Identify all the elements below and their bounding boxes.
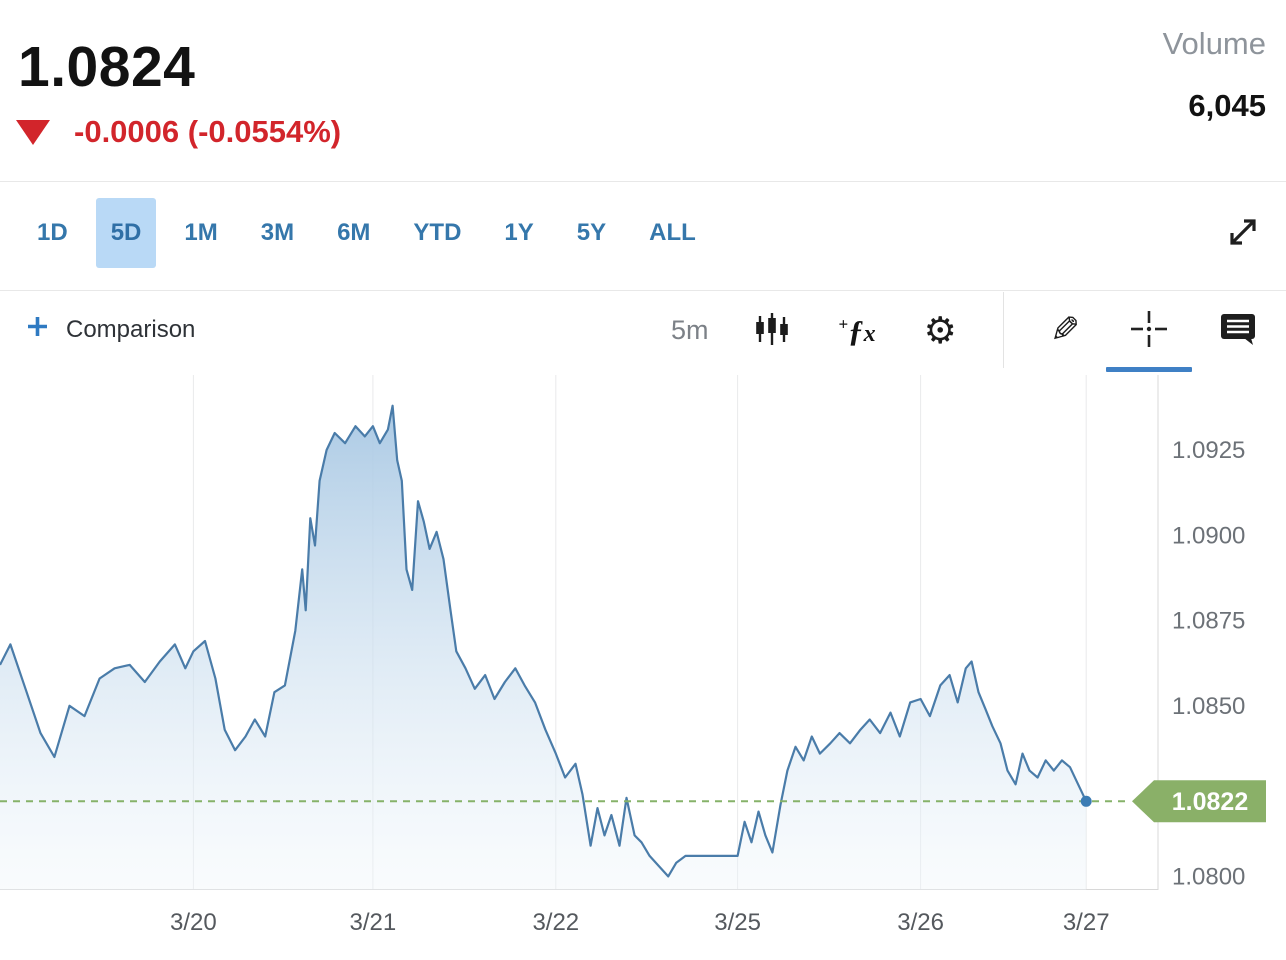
range-tab-5d[interactable]: 5D bbox=[95, 198, 157, 268]
range-tabs: 1D 5D 1M 3M 6M YTD 1Y 5Y ALL bbox=[0, 193, 1286, 273]
volume-block: Volume 6,045 bbox=[1163, 26, 1266, 124]
draw-button[interactable]: ✎ bbox=[1048, 309, 1082, 350]
price-change: -0.0006 (-0.0554%) bbox=[74, 114, 342, 149]
svg-text:1.0875: 1.0875 bbox=[1172, 608, 1245, 635]
svg-text:3/21: 3/21 bbox=[350, 909, 397, 936]
svg-text:3/20: 3/20 bbox=[170, 909, 217, 936]
volume-value: 6,045 bbox=[1188, 88, 1266, 123]
range-tab-3m[interactable]: 3M bbox=[260, 219, 295, 246]
svg-text:3/27: 3/27 bbox=[1063, 909, 1110, 936]
settings-button[interactable]: ⚙ bbox=[922, 310, 959, 351]
range-tab-5y[interactable]: 5Y bbox=[576, 219, 607, 246]
header-divider bbox=[0, 181, 1286, 182]
range-tab-6m[interactable]: 6M bbox=[337, 219, 371, 246]
svg-text:1.0850: 1.0850 bbox=[1172, 693, 1245, 720]
svg-text:3/25: 3/25 bbox=[714, 909, 761, 936]
svg-text:1.0900: 1.0900 bbox=[1172, 522, 1245, 549]
range-tab-all[interactable]: ALL bbox=[649, 219, 696, 246]
add-comparison-button[interactable]: Comparison bbox=[26, 315, 195, 345]
svg-text:1.0800: 1.0800 bbox=[1172, 863, 1245, 890]
price-chart[interactable]: 1.09251.09001.08751.08501.08251.08001.08… bbox=[0, 375, 1286, 960]
toolbar-tools: 5m +ƒx ⚙ bbox=[671, 292, 1260, 368]
crosshair-button[interactable] bbox=[1126, 306, 1172, 355]
annotation-button[interactable] bbox=[1216, 308, 1260, 353]
down-triangle-icon bbox=[16, 119, 50, 145]
svg-text:1.0925: 1.0925 bbox=[1172, 437, 1245, 464]
svg-text:1.0822: 1.0822 bbox=[1172, 788, 1248, 816]
range-tab-1y[interactable]: 1Y bbox=[504, 219, 534, 246]
crosshair-icon bbox=[1128, 308, 1170, 353]
range-tab-1d[interactable]: 1D bbox=[37, 219, 68, 246]
indicators-fx-icon: +ƒx bbox=[838, 312, 876, 348]
chart-area: 1.09251.09001.08751.08501.08251.08001.08… bbox=[0, 375, 1286, 960]
expand-button[interactable] bbox=[1222, 211, 1264, 256]
comparison-label: Comparison bbox=[66, 316, 196, 343]
candlestick-chart-icon bbox=[754, 311, 790, 350]
interval-selector[interactable]: 5m bbox=[670, 314, 709, 345]
toolbar-divider bbox=[1002, 292, 1004, 368]
volume-label: Volume bbox=[1162, 26, 1266, 61]
svg-text:3/22: 3/22 bbox=[532, 909, 579, 936]
tabs-divider bbox=[0, 290, 1286, 291]
range-tab-1m[interactable]: 1M bbox=[184, 219, 218, 246]
chart-toolbar: Comparison 5m +ƒx bbox=[0, 291, 1286, 369]
range-tab-ytd[interactable]: YTD bbox=[413, 219, 462, 246]
draw-pencil-icon: ✎ bbox=[1049, 309, 1080, 350]
settings-gear-icon: ⚙ bbox=[923, 309, 957, 351]
range-tabs-list: 1D 5D 1M 3M 6M YTD 1Y 5Y ALL bbox=[22, 198, 724, 268]
plus-icon bbox=[26, 315, 49, 345]
indicators-button[interactable]: +ƒx bbox=[836, 313, 877, 348]
annotation-comment-icon bbox=[1218, 310, 1258, 351]
chart-type-button[interactable] bbox=[752, 309, 792, 352]
expand-icon bbox=[1222, 211, 1264, 256]
svg-text:3/26: 3/26 bbox=[897, 909, 944, 936]
current-price: 1.0824 bbox=[18, 35, 196, 99]
price-change-row: -0.0006 (-0.0554%) bbox=[16, 114, 341, 150]
